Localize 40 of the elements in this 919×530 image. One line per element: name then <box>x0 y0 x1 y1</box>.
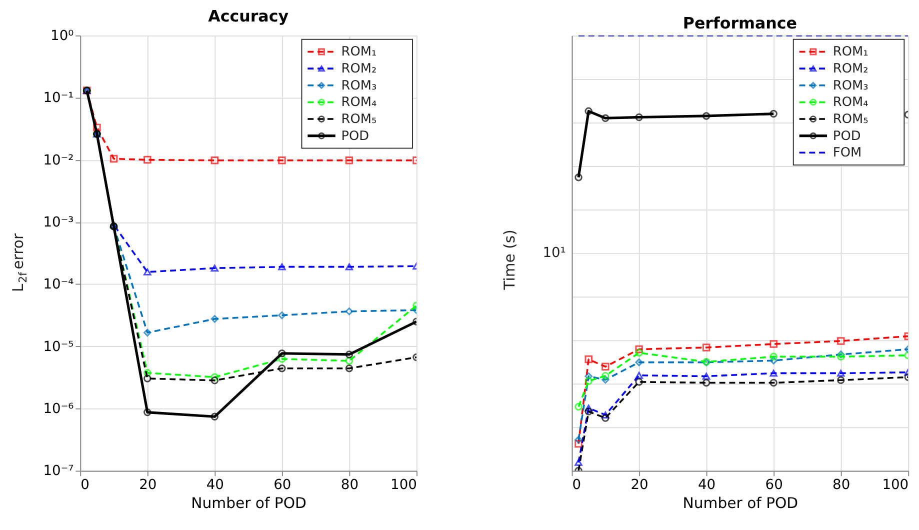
y-tick-label: 10⁻⁵ <box>43 338 74 355</box>
x-tick-label: 100 <box>882 477 909 494</box>
y-tick-label: 10⁻³ <box>43 214 74 230</box>
text: 10¹ <box>542 245 566 262</box>
x-tick-label: 60 <box>274 477 292 494</box>
x-axis-title: Number of POD <box>682 494 798 512</box>
legend-label: ROM₂ <box>341 62 377 77</box>
y-tick-label: 10⁻² <box>43 152 74 168</box>
legend-label: ROM₅ <box>832 112 868 127</box>
x-axis-title: Number of POD <box>191 494 306 512</box>
y-tick-label: 10⁻⁷ <box>43 463 74 480</box>
legend-label: POD <box>832 128 861 144</box>
chart-title: Performance <box>682 14 798 33</box>
legend-label: ROM₂ <box>832 62 868 77</box>
x-tick-label: 40 <box>698 477 716 494</box>
x-tick-label: 20 <box>630 477 648 494</box>
y-tick-label: 10⁻⁴ <box>43 276 74 293</box>
x-tick-label: 0 <box>572 477 582 494</box>
y-tick-label: 10⁻¹ <box>43 90 74 106</box>
legend-label: FOM <box>832 146 862 161</box>
x-tick-label: 100 <box>390 477 417 494</box>
x-tick-label: 0 <box>80 477 90 494</box>
legend-label: ROM₃ <box>341 78 377 94</box>
x-tick-label: 40 <box>206 477 224 494</box>
y-axis-title: L2f error <box>10 232 30 292</box>
legend-label: ROM₅ <box>341 112 377 127</box>
x-tick-label: 20 <box>139 477 157 494</box>
x-tick-label: 60 <box>765 477 783 494</box>
legend-label: ROM₃ <box>832 78 868 94</box>
x-tick-label: 80 <box>340 477 358 494</box>
legend-label: ROM₄ <box>341 95 377 110</box>
y-axis-title: Time (s) <box>501 230 518 291</box>
y-tick-label: 10⁰ <box>50 28 74 44</box>
legend-label: ROM₁ <box>341 44 377 60</box>
legend-label: ROM₁ <box>832 44 868 60</box>
chart-title: Accuracy <box>208 6 290 26</box>
x-tick-label: 80 <box>832 477 850 494</box>
y-tick-label: 10⁻⁶ <box>43 400 74 417</box>
legend-label: ROM₄ <box>832 95 868 110</box>
legend-label: POD <box>341 128 370 144</box>
